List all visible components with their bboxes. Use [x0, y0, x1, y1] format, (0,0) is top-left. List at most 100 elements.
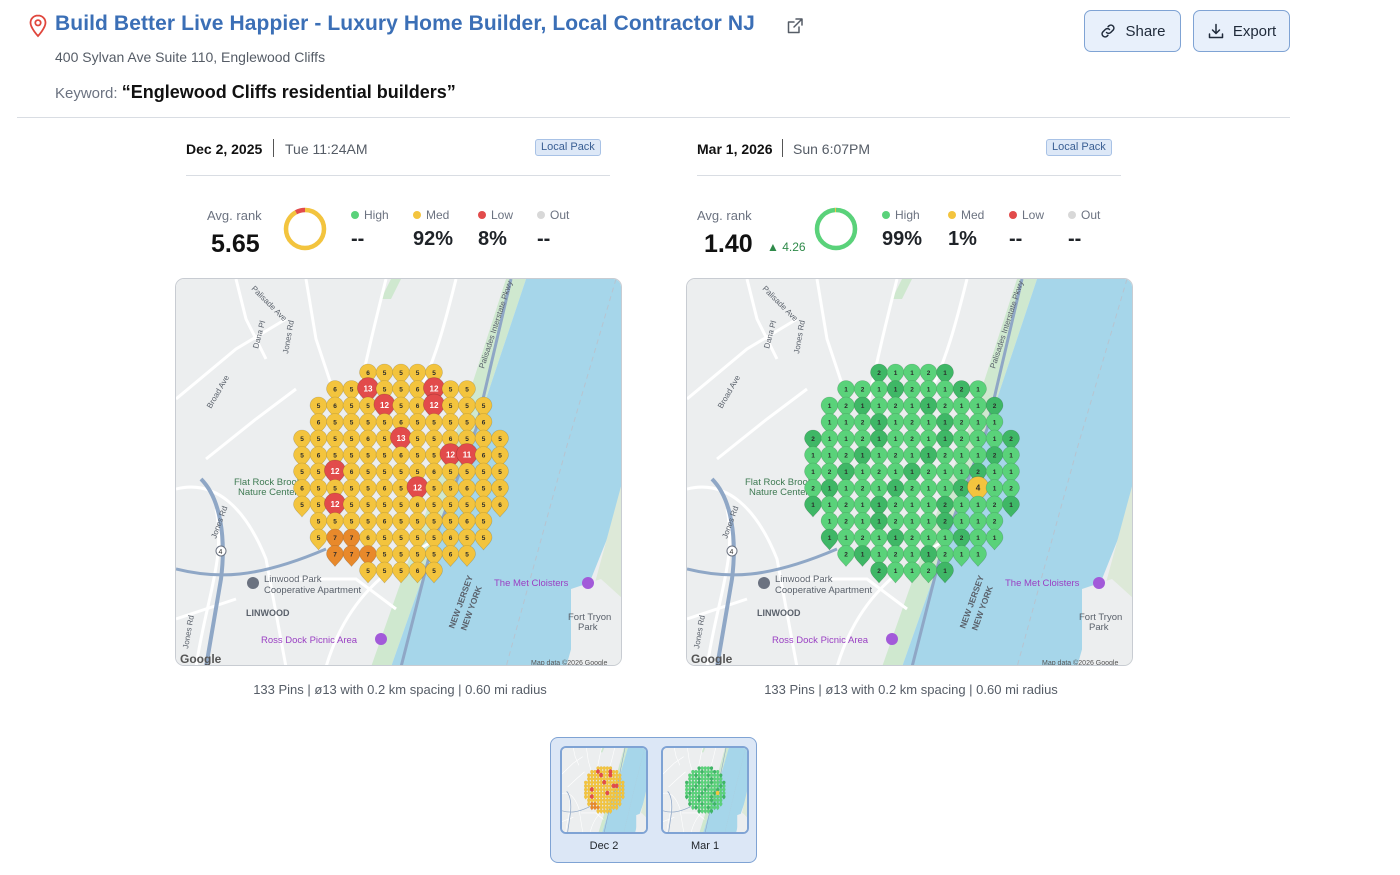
- svg-text:1: 1: [877, 519, 881, 526]
- svg-text:1: 1: [927, 436, 931, 443]
- rank-pin-med: [602, 784, 606, 789]
- rank-pin-med: 5: [309, 512, 328, 534]
- rank-pin-med: 5: [425, 446, 443, 468]
- rank-pin-high: 2: [837, 512, 855, 534]
- stat-value: 8%: [478, 228, 507, 250]
- rank-pin-high: 1: [903, 396, 921, 419]
- svg-text:5: 5: [449, 486, 453, 493]
- svg-text:1: 1: [910, 370, 914, 377]
- rank-pin-high: [709, 780, 714, 786]
- svg-text:5: 5: [482, 502, 486, 509]
- rank-pin-high: 1: [870, 413, 888, 435]
- svg-text:1: 1: [1009, 502, 1013, 509]
- rank-pin-high: 2: [1002, 429, 1020, 452]
- rank-pin-high: [719, 795, 723, 800]
- svg-text:6: 6: [416, 387, 420, 394]
- rank-pin-med: 5: [474, 528, 493, 551]
- svg-text:1: 1: [943, 387, 947, 394]
- rank-grid-map[interactable]: Flat Rock Brook Nature Center Linwood Park…: [686, 278, 1133, 666]
- rank-pin-med: 5: [458, 528, 476, 551]
- rank-pin-high: 2: [804, 429, 822, 452]
- svg-text:2: 2: [993, 403, 997, 410]
- rank-pin-med: [602, 769, 606, 775]
- rank-pin-med: [593, 769, 597, 775]
- svg-text:1: 1: [927, 403, 931, 410]
- svg-text:5: 5: [317, 486, 321, 493]
- svg-text:2: 2: [828, 469, 832, 476]
- svg-text:1: 1: [811, 453, 815, 460]
- rank-pin-med: [621, 787, 625, 793]
- rank-pin-high: [712, 780, 717, 786]
- svg-text:2: 2: [910, 486, 914, 493]
- stat-label: High: [895, 208, 920, 222]
- business-title[interactable]: Build Better Live Happier - Luxury Home …: [55, 12, 755, 35]
- rank-pin-med: [593, 787, 597, 793]
- rank-pin-med: 4: [966, 476, 990, 504]
- svg-text:5: 5: [465, 403, 469, 410]
- svg-text:1: 1: [943, 469, 947, 476]
- rank-pin-high: 1: [903, 545, 921, 567]
- rank-pin-high: [706, 769, 711, 775]
- rank-pin-high: [719, 777, 723, 782]
- svg-text:1: 1: [960, 519, 964, 526]
- rank-pin-med: 5: [458, 545, 476, 567]
- svg-text:12: 12: [330, 500, 340, 509]
- svg-text:5: 5: [432, 436, 436, 443]
- rank-pin-high: 1: [952, 545, 971, 567]
- rank-pin-med: [590, 805, 594, 811]
- rank-grid-map[interactable]: Flat Rock Brook Nature Center Linwood Park…: [175, 278, 622, 666]
- svg-text:1: 1: [828, 453, 832, 460]
- svg-text:5: 5: [399, 403, 403, 410]
- rank-pin-high: 2: [870, 462, 888, 485]
- external-link-icon[interactable]: [786, 17, 804, 35]
- rank-pin-med: [618, 787, 622, 793]
- rank-pin-high: 2: [952, 380, 971, 402]
- export-button[interactable]: Export: [1193, 10, 1290, 52]
- poi-icon: [758, 577, 770, 589]
- rank-pin-med: [615, 773, 619, 779]
- rank-pin-med: [587, 777, 591, 782]
- svg-text:5: 5: [465, 552, 469, 559]
- thumbnail-label: Mar 1: [690, 840, 720, 852]
- rank-pin-med: [715, 790, 720, 797]
- rank-pin-high: [685, 795, 689, 800]
- svg-text:6: 6: [416, 403, 420, 410]
- svg-text:2: 2: [960, 535, 964, 542]
- share-button[interactable]: Share: [1084, 10, 1181, 52]
- rank-pin-high: 1: [853, 396, 872, 419]
- rank-pin-med: [587, 780, 591, 786]
- rank-pin-high: 1: [837, 528, 855, 551]
- svg-text:2: 2: [960, 387, 964, 394]
- rank-pin-med: 5: [408, 413, 427, 435]
- rank-pin-med: 6: [425, 462, 443, 485]
- svg-text:5: 5: [333, 519, 337, 526]
- rank-pin-high: [691, 787, 695, 793]
- rank-pin-med: 5: [491, 446, 509, 468]
- rank-pin-high: [691, 780, 695, 786]
- rank-pin-high: 2: [936, 512, 954, 534]
- svg-text:2: 2: [943, 519, 947, 526]
- rank-pin-high: 2: [886, 396, 905, 419]
- rank-pin-med: 5: [491, 462, 509, 485]
- svg-text:5: 5: [350, 387, 354, 394]
- med-dot-icon: [413, 211, 421, 219]
- rank-pin-high: 1: [804, 446, 822, 468]
- rank-pin-med: [599, 802, 603, 807]
- svg-text:1: 1: [927, 387, 931, 394]
- rank-pin-med: 5: [441, 479, 460, 501]
- thumbnail-mar[interactable]: [661, 746, 749, 834]
- stat-value: 92%: [413, 228, 454, 250]
- rank-pin-high: 1: [936, 462, 954, 485]
- thumbnail-dec[interactable]: [560, 746, 648, 834]
- rank-pin-med: [611, 805, 616, 811]
- rank-pin-med: [590, 777, 594, 782]
- rank-pin-med: 5: [441, 512, 460, 534]
- rank-pin-med: [615, 798, 619, 804]
- rank-pin-high: 1: [952, 446, 971, 468]
- svg-text:1: 1: [844, 387, 848, 394]
- rank-pin-med: 5: [359, 512, 377, 534]
- rank-pin-med: 5: [458, 495, 476, 518]
- svg-text:13: 13: [396, 434, 406, 443]
- rank-pin-med: 6: [408, 380, 427, 402]
- rank-pin-med: [621, 791, 625, 797]
